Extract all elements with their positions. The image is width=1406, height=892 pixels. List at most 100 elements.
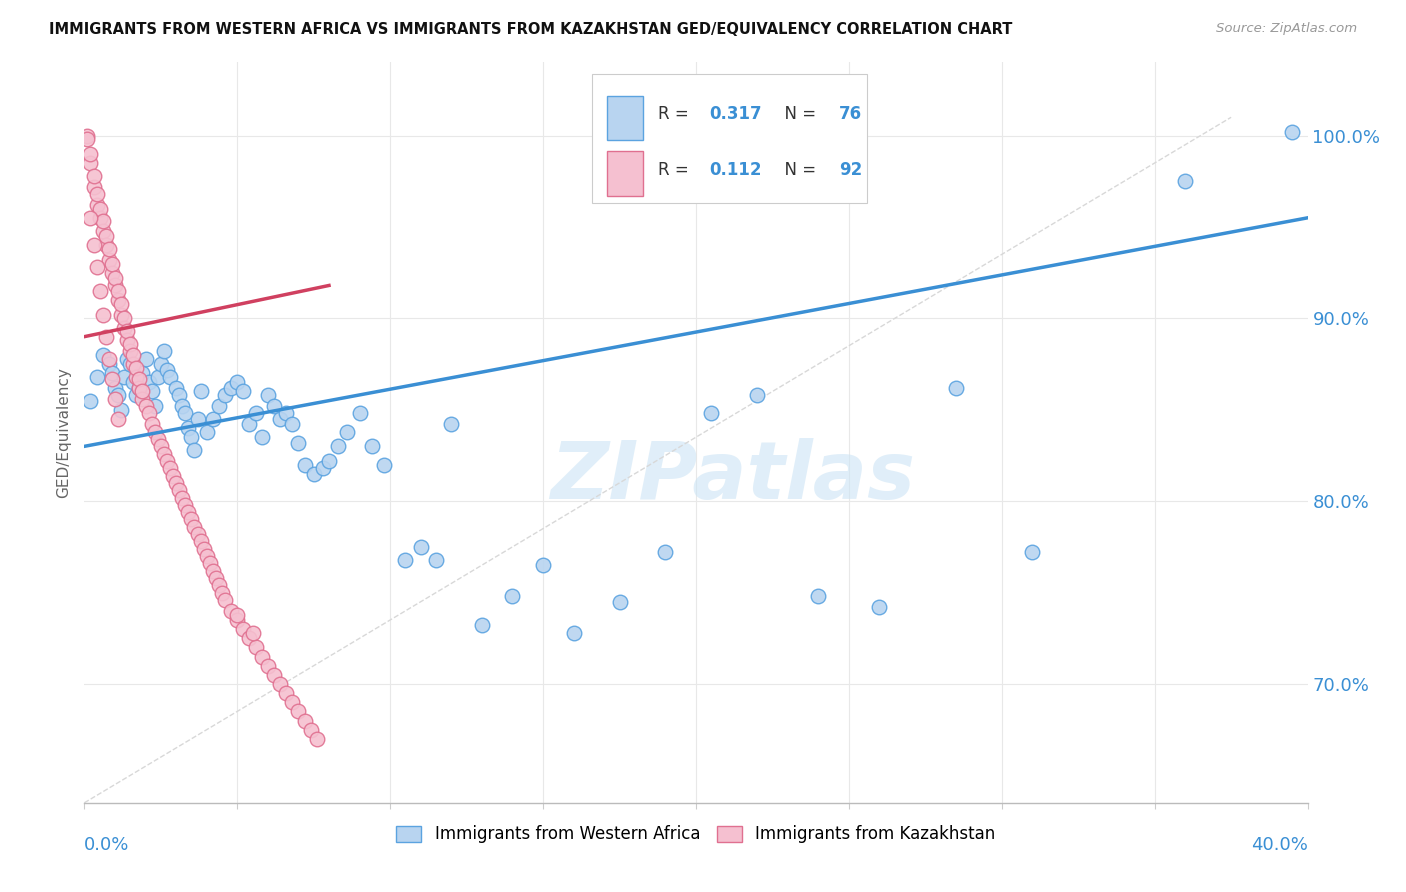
- Point: [97, 252, 120, 267]
- Text: IMMIGRANTS FROM WESTERN AFRICA VS IMMIGRANTS FROM KAZAKHSTAN GED/EQUIVALENCY COR: IMMIGRANTS FROM WESTERN AFRICA VS IMMIGR…: [49, 22, 1012, 37]
- Point: [531, 558, 554, 573]
- Point: [112, 311, 135, 326]
- Point: [86, 198, 108, 212]
- Point: [336, 425, 359, 439]
- Point: [1281, 125, 1303, 139]
- Point: [104, 278, 127, 293]
- Point: [135, 399, 157, 413]
- Point: [177, 505, 200, 519]
- Point: [76, 128, 98, 143]
- Point: [1021, 545, 1043, 559]
- Point: [107, 412, 129, 426]
- Point: [101, 266, 124, 280]
- Point: [172, 491, 194, 505]
- Point: [174, 406, 197, 420]
- Point: [94, 238, 117, 252]
- Point: [149, 439, 172, 453]
- Point: [138, 376, 160, 390]
- Point: [201, 564, 224, 578]
- Point: [269, 677, 291, 691]
- Point: [394, 552, 416, 566]
- Point: [125, 369, 148, 384]
- Point: [208, 399, 231, 413]
- Point: [219, 604, 242, 618]
- Point: [294, 714, 316, 728]
- Point: [198, 557, 221, 571]
- Point: [101, 256, 124, 270]
- Point: [214, 593, 236, 607]
- Y-axis label: GED/Equivalency: GED/Equivalency: [56, 368, 72, 498]
- Point: [287, 435, 309, 450]
- Point: [156, 362, 179, 376]
- Point: [328, 439, 350, 453]
- Point: [276, 406, 298, 420]
- Point: [165, 475, 187, 490]
- Point: [201, 412, 224, 426]
- Point: [276, 686, 298, 700]
- Text: ZIPatlas: ZIPatlas: [550, 438, 915, 516]
- Point: [153, 344, 176, 359]
- Point: [257, 388, 280, 402]
- Point: [101, 366, 124, 380]
- FancyBboxPatch shape: [606, 95, 644, 140]
- Point: [257, 658, 280, 673]
- Point: [146, 369, 169, 384]
- Point: [86, 187, 108, 202]
- Point: [128, 381, 150, 395]
- Point: [104, 392, 127, 406]
- Text: R =: R =: [658, 161, 695, 178]
- Text: 76: 76: [839, 105, 862, 123]
- Text: N =: N =: [775, 161, 821, 178]
- Point: [79, 146, 101, 161]
- Point: [94, 329, 117, 343]
- Point: [250, 649, 273, 664]
- Point: [312, 461, 335, 475]
- Point: [440, 417, 463, 432]
- Point: [122, 348, 145, 362]
- Point: [143, 425, 166, 439]
- Point: [305, 731, 328, 746]
- Point: [83, 179, 105, 194]
- Point: [86, 369, 108, 384]
- Point: [97, 242, 120, 256]
- Point: [1174, 174, 1197, 188]
- Point: [807, 589, 830, 603]
- Point: [141, 384, 163, 399]
- Point: [83, 169, 105, 183]
- Point: [125, 360, 148, 375]
- Point: [177, 421, 200, 435]
- Text: 92: 92: [839, 161, 862, 178]
- Point: [97, 357, 120, 371]
- Point: [183, 520, 205, 534]
- Point: [302, 467, 325, 481]
- Point: [104, 381, 127, 395]
- Point: [115, 324, 138, 338]
- Point: [245, 406, 267, 420]
- Point: [195, 425, 218, 439]
- Point: [700, 406, 723, 420]
- Point: [107, 293, 129, 307]
- Point: [83, 238, 105, 252]
- Point: [747, 388, 769, 402]
- Point: [211, 585, 233, 599]
- Point: [115, 334, 138, 348]
- Point: [232, 384, 254, 399]
- Point: [110, 297, 132, 311]
- Point: [94, 229, 117, 244]
- Point: [238, 632, 260, 646]
- Point: [180, 430, 202, 444]
- Point: [425, 552, 447, 566]
- Point: [79, 393, 101, 408]
- Point: [245, 640, 267, 655]
- Point: [299, 723, 322, 737]
- Point: [146, 432, 169, 446]
- Point: [104, 271, 127, 285]
- Point: [263, 668, 285, 682]
- Point: [131, 366, 153, 380]
- FancyBboxPatch shape: [592, 73, 868, 203]
- Point: [110, 402, 132, 417]
- Point: [238, 417, 260, 432]
- Point: [89, 284, 111, 298]
- Point: [122, 376, 145, 390]
- Point: [153, 447, 176, 461]
